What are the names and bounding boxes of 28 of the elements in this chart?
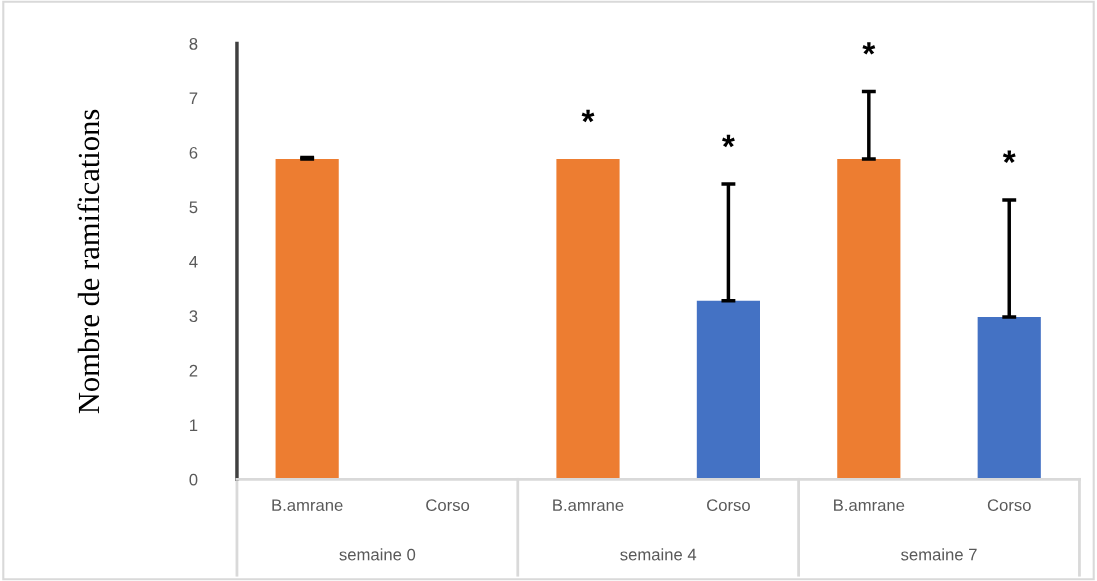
y-tick-label: 6 [189, 146, 198, 159]
x-tick-label: B.amrane [553, 499, 624, 512]
y-tick-label: 1 [190, 419, 198, 431]
x-tick-label: Corso [987, 499, 1031, 512]
y-tick-label: 8 [189, 37, 198, 50]
bar [275, 159, 339, 480]
annotation: * [722, 134, 735, 148]
y-tick-label: 5 [189, 201, 198, 214]
y-tick-label: 0 [189, 473, 198, 486]
y-tick-label: 2 [189, 364, 198, 377]
bar [977, 317, 1041, 480]
text: semaine 7 [901, 548, 977, 561]
annotation: * [1002, 150, 1016, 164]
text: semaine 0 [339, 548, 416, 561]
x-tick-label: Corso [707, 499, 750, 512]
y-tick-label: 3 [189, 310, 198, 323]
x-tick-label: B.amrane [834, 499, 905, 512]
x-tick-label: Corso [426, 499, 470, 512]
y-tick-label: 7 [189, 92, 198, 105]
annotation: * [862, 42, 876, 55]
x-tick-label: B.amrane [272, 499, 343, 512]
y-axis-title: Nombre de ramifications [77, 109, 100, 414]
text: semaine 4 [620, 548, 697, 561]
annotation: * [581, 109, 595, 123]
y-tick-label: 4 [189, 256, 198, 268]
bar [837, 159, 901, 480]
bar [696, 300, 760, 480]
bar [556, 159, 620, 480]
